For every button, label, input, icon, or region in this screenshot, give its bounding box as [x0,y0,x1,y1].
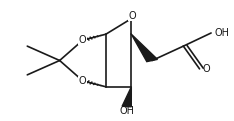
Text: OH: OH [119,106,134,116]
Polygon shape [131,34,157,62]
Text: OH: OH [215,28,230,38]
Text: O: O [79,76,87,86]
Text: O: O [202,64,210,74]
Text: O: O [129,11,136,21]
Polygon shape [122,87,131,107]
Text: O: O [79,35,87,45]
